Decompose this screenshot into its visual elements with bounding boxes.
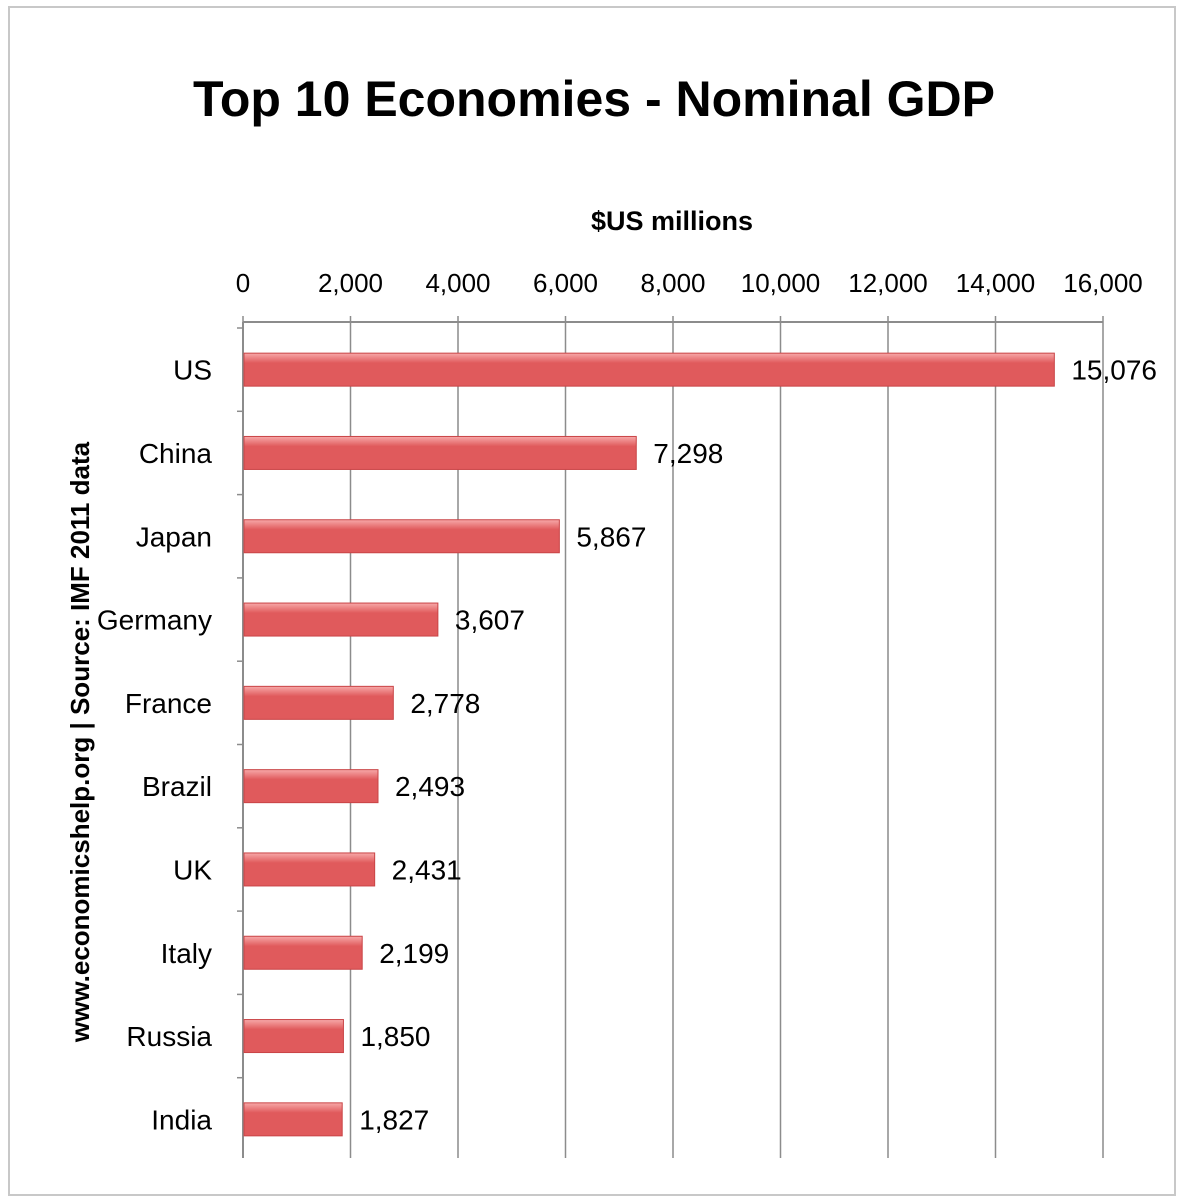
data-label: 2,778 — [410, 688, 480, 719]
bar — [243, 519, 560, 554]
data-label: 15,076 — [1071, 355, 1157, 386]
bar — [243, 435, 637, 470]
category-label: US — [173, 355, 212, 386]
data-label: 2,493 — [395, 771, 465, 802]
bar-chart: Top 10 Economies - Nominal GDP $US milli… — [65, 71, 1157, 1158]
x-tick-label: 10,000 — [741, 268, 821, 298]
category-label: Italy — [161, 938, 212, 969]
category-label: India — [151, 1104, 212, 1135]
category-label: Brazil — [142, 771, 212, 802]
bar — [243, 685, 394, 720]
category-label: UK — [173, 854, 212, 885]
data-label: 5,867 — [576, 521, 646, 552]
bar — [243, 1019, 344, 1054]
bar — [243, 852, 376, 887]
category-label: Germany — [97, 605, 212, 636]
category-label: France — [125, 688, 212, 719]
data-label: 2,199 — [379, 938, 449, 969]
x-tick-label: 0 — [236, 268, 250, 298]
x-tick-label: 16,000 — [1063, 268, 1143, 298]
data-label: 2,431 — [392, 854, 462, 885]
x-tick-label: 14,000 — [956, 268, 1036, 298]
chart-title: Top 10 Economies - Nominal GDP — [193, 71, 995, 127]
x-axis-label: $US millions — [591, 206, 753, 236]
bar — [243, 602, 439, 637]
bar — [243, 935, 363, 970]
data-label: 1,850 — [360, 1021, 430, 1052]
x-tick-label: 6,000 — [533, 268, 598, 298]
x-tick-label: 12,000 — [848, 268, 928, 298]
x-tick-label: 4,000 — [425, 268, 490, 298]
category-label: Russia — [126, 1021, 212, 1052]
data-label: 1,827 — [359, 1104, 429, 1135]
bar — [243, 769, 379, 804]
bar — [243, 1102, 343, 1137]
x-tick-label: 8,000 — [640, 268, 705, 298]
category-label: China — [139, 438, 213, 469]
source-note: www.economicshelp.org | Source: IMF 2011… — [65, 441, 95, 1043]
category-label: Japan — [136, 521, 212, 552]
data-label: 3,607 — [455, 605, 525, 636]
chart-frame: Top 10 Economies - Nominal GDP $US milli… — [8, 6, 1176, 1196]
bar — [243, 352, 1055, 387]
data-label: 7,298 — [653, 438, 723, 469]
x-tick-label: 2,000 — [318, 268, 383, 298]
